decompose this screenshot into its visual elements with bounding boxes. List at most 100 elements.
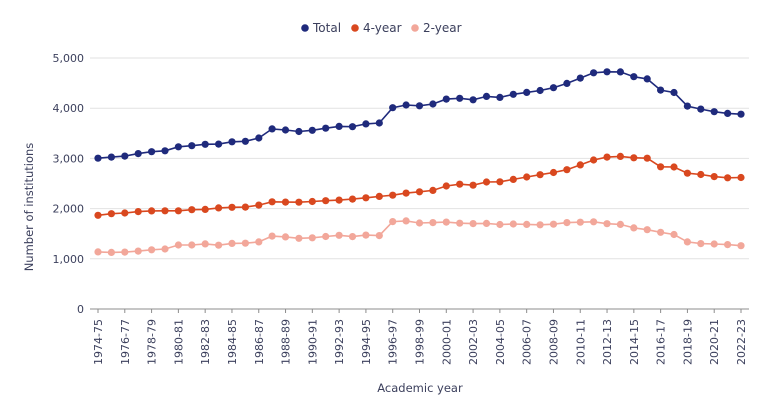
legend: Total 4-year 2-year bbox=[301, 21, 462, 35]
data-point-4-year bbox=[603, 153, 611, 161]
legend-item-total: Total bbox=[301, 21, 341, 35]
data-point-total bbox=[469, 96, 477, 104]
data-point-4-year bbox=[616, 152, 625, 160]
data-point-total bbox=[215, 140, 223, 148]
data-point-4-year bbox=[563, 166, 571, 174]
data-point-2-year bbox=[295, 234, 303, 242]
legend-label-total: Total bbox=[312, 21, 341, 35]
data-point-total bbox=[523, 88, 531, 96]
x-tick-label: 1978-79 bbox=[146, 319, 159, 365]
data-point-2-year bbox=[362, 231, 370, 239]
data-point-total bbox=[161, 147, 169, 155]
data-point-2-year bbox=[375, 232, 383, 240]
data-point-2-year bbox=[322, 232, 330, 241]
data-point-2-year bbox=[348, 233, 357, 241]
data-point-total bbox=[322, 124, 330, 132]
data-point-total bbox=[174, 143, 182, 151]
data-point-2-year bbox=[148, 246, 156, 254]
data-point-4-year bbox=[482, 178, 491, 186]
data-point-4-year bbox=[215, 204, 223, 212]
data-point-2-year bbox=[509, 220, 517, 228]
data-point-total bbox=[442, 95, 450, 103]
data-point-total bbox=[389, 104, 397, 112]
data-point-total bbox=[268, 125, 276, 133]
x-tick-label: 2022-23 bbox=[735, 319, 748, 365]
data-point-total bbox=[241, 137, 249, 145]
data-point-2-year bbox=[469, 220, 477, 228]
y-tick-label: 0 bbox=[77, 303, 84, 316]
data-point-4-year bbox=[201, 205, 209, 213]
data-point-2-year bbox=[402, 217, 410, 225]
data-point-4-year bbox=[228, 203, 236, 211]
data-point-total bbox=[549, 84, 558, 92]
data-point-total bbox=[616, 68, 625, 76]
data-point-4-year bbox=[509, 175, 517, 183]
data-point-total bbox=[188, 142, 196, 150]
data-point-2-year bbox=[697, 240, 705, 248]
data-point-2-year bbox=[737, 242, 745, 250]
y-tick-label: 1,000 bbox=[53, 253, 85, 266]
legend-marker-total bbox=[301, 24, 309, 32]
data-point-2-year bbox=[576, 218, 584, 226]
data-point-2-year bbox=[188, 241, 196, 249]
data-point-total bbox=[134, 150, 142, 158]
data-point-2-year bbox=[536, 221, 544, 229]
data-point-total bbox=[281, 126, 290, 134]
legend-label-2-year: 2-year bbox=[423, 21, 462, 35]
data-point-total bbox=[429, 100, 437, 108]
data-point-2-year bbox=[603, 220, 611, 228]
data-point-2-year bbox=[549, 220, 558, 228]
data-point-total bbox=[148, 148, 156, 156]
data-point-2-year bbox=[643, 226, 651, 234]
data-point-total bbox=[201, 140, 209, 148]
data-point-4-year bbox=[710, 173, 718, 181]
data-point-total bbox=[415, 102, 424, 110]
data-point-4-year bbox=[188, 206, 196, 214]
data-point-2-year bbox=[268, 232, 276, 240]
data-point-4-year bbox=[429, 186, 437, 194]
data-point-2-year bbox=[389, 218, 397, 226]
y-axis-title: Number of institutions bbox=[22, 143, 36, 272]
y-tick-label: 4,000 bbox=[53, 102, 85, 115]
data-point-2-year bbox=[710, 240, 718, 248]
data-point-total bbox=[576, 74, 584, 82]
data-point-2-year bbox=[670, 230, 678, 239]
data-point-total bbox=[94, 154, 102, 162]
data-point-total bbox=[496, 93, 504, 101]
data-point-2-year bbox=[215, 241, 223, 249]
data-point-2-year bbox=[241, 239, 249, 247]
data-point-2-year bbox=[429, 219, 437, 227]
data-point-total bbox=[509, 90, 517, 98]
x-tick-label: 1990-91 bbox=[306, 319, 319, 365]
x-axis: 1974-75 1976-77 1978-79 1980-81 1982-83 1984-… bbox=[90, 308, 749, 365]
x-tick-label: 1994-95 bbox=[360, 319, 373, 365]
legend-item-2-year: 2-year bbox=[411, 21, 462, 35]
data-point-total bbox=[335, 122, 343, 130]
data-point-2-year bbox=[657, 228, 665, 236]
data-point-2-year bbox=[630, 224, 638, 232]
data-point-2-year bbox=[563, 219, 571, 227]
gridlines bbox=[90, 57, 749, 260]
data-point-2-year bbox=[228, 239, 236, 247]
data-point-4-year bbox=[161, 207, 169, 215]
data-point-4-year bbox=[107, 210, 115, 218]
legend-label-4-year: 4-year bbox=[363, 21, 402, 35]
data-point-2-year bbox=[201, 240, 209, 248]
data-point-total bbox=[482, 92, 491, 100]
data-point-4-year bbox=[683, 169, 692, 177]
x-tick-label: 1996-97 bbox=[387, 319, 400, 365]
data-point-total bbox=[657, 86, 665, 94]
data-point-4-year bbox=[549, 168, 558, 177]
data-point-total bbox=[348, 123, 357, 131]
data-point-2-year bbox=[683, 238, 692, 246]
data-point-2-year bbox=[94, 248, 102, 256]
data-point-total bbox=[630, 73, 638, 81]
data-point-4-year bbox=[643, 154, 651, 162]
data-point-4-year bbox=[134, 208, 142, 216]
x-tick-label: 1998-99 bbox=[414, 319, 427, 365]
y-tick-label: 3,000 bbox=[53, 152, 85, 165]
x-tick-label: 2008-09 bbox=[547, 319, 560, 365]
data-point-2-year bbox=[523, 220, 531, 228]
data-point-total bbox=[683, 102, 692, 110]
